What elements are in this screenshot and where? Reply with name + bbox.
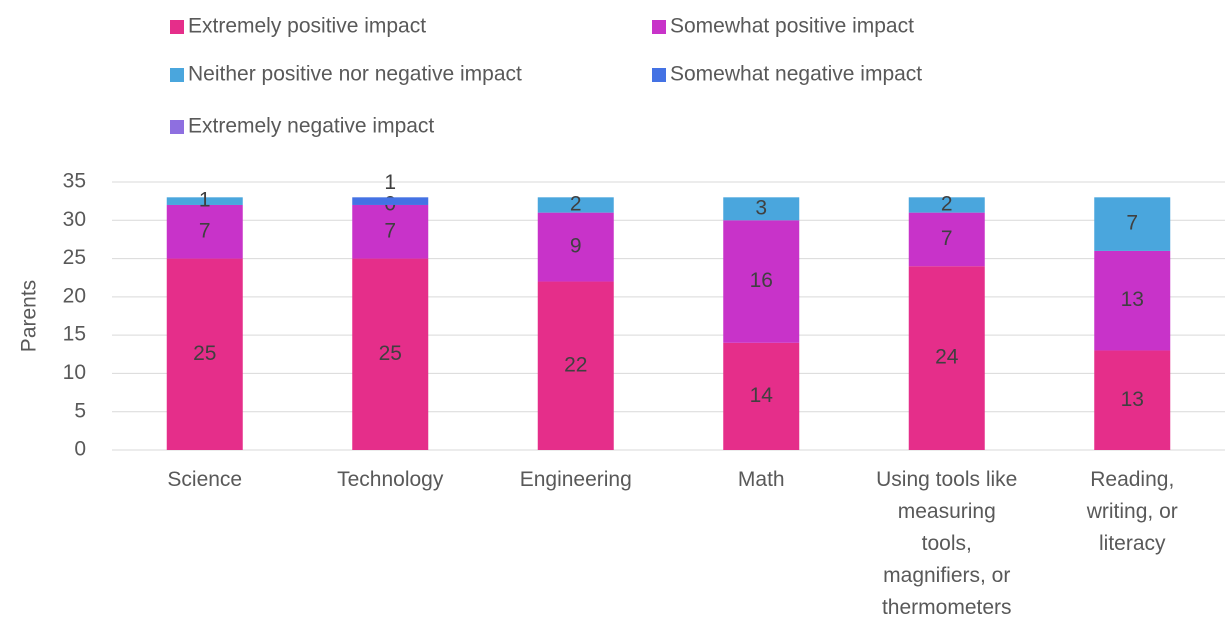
- y-tick-label: 5: [74, 399, 86, 422]
- bar-segment: [537, 197, 614, 213]
- x-tick-line: Math: [738, 468, 785, 491]
- data-label: 3: [755, 196, 767, 219]
- data-label: 7: [384, 219, 396, 242]
- bar-segment: [352, 258, 429, 450]
- y-tick-label: 0: [74, 438, 86, 461]
- data-label: 25: [193, 342, 216, 365]
- bar-segment: [352, 197, 429, 205]
- x-tick-line: Engineering: [520, 468, 632, 491]
- legend-label: Somewhat negative impact: [670, 63, 922, 86]
- data-label: 9: [570, 235, 582, 258]
- bar-segment: [908, 212, 985, 267]
- bar-segment: [1094, 350, 1171, 450]
- data-label: 2: [941, 193, 953, 216]
- bar-segment: [723, 197, 800, 221]
- bar-segment: [352, 204, 429, 259]
- data-label: 7: [199, 219, 211, 242]
- legend-swatch: [652, 68, 666, 82]
- x-tick-label: Reading, writing, or literacy: [1086, 468, 1178, 555]
- x-tick-line: magnifiers, or: [883, 564, 1010, 587]
- x-tick-line: Technology: [337, 468, 444, 491]
- data-label: 1: [384, 171, 396, 194]
- bar-segment: [723, 342, 800, 450]
- legend-swatch: [652, 20, 666, 34]
- x-tick-label: Science: [167, 468, 242, 491]
- data-label: 13: [1121, 288, 1144, 311]
- data-label: 22: [564, 353, 587, 376]
- y-tick-label: 10: [63, 361, 86, 384]
- x-tick-line: tools,: [922, 532, 972, 555]
- x-tick-line: literacy: [1099, 532, 1166, 555]
- y-tick-label: 20: [63, 284, 86, 307]
- legend-label: Extremely negative impact: [188, 115, 434, 138]
- y-tick-label: 25: [63, 246, 86, 269]
- y-tick-label: 35: [63, 170, 86, 193]
- bar-segment: [1094, 250, 1171, 351]
- x-tick-label: Technology: [337, 468, 444, 491]
- bar-segment: [1094, 197, 1171, 251]
- x-tick-line: Science: [167, 468, 242, 491]
- x-tick-line: Reading,: [1090, 468, 1174, 491]
- y-tick-label: 15: [63, 323, 86, 346]
- legend-swatch: [170, 68, 184, 82]
- data-label: 25: [379, 342, 402, 365]
- x-tick-label: Math: [738, 468, 785, 491]
- bar-segment: [908, 197, 985, 213]
- legend-label: Neither positive nor negative impact: [188, 63, 522, 86]
- data-label: 14: [750, 384, 774, 407]
- x-tick-line: measuring: [898, 500, 996, 523]
- bar-segment: [166, 204, 243, 259]
- y-axis-label: Parents: [18, 280, 41, 352]
- x-tick-label: Using tools like measuring tools, magnifier…: [876, 468, 1017, 619]
- bar-segment: [166, 197, 243, 205]
- data-label: 2: [570, 193, 582, 216]
- x-tick-label: Engineering: [520, 468, 632, 491]
- data-label: 1: [199, 189, 211, 212]
- legend-swatch: [170, 120, 184, 134]
- data-label: 16: [750, 269, 773, 292]
- bar-segment: [908, 266, 985, 450]
- legend-swatch: [170, 20, 184, 34]
- x-tick-line: writing, or: [1086, 500, 1178, 523]
- bar-segment: [537, 281, 614, 450]
- data-label: 24: [935, 346, 959, 369]
- legend-label: Extremely positive impact: [188, 15, 426, 38]
- x-tick-line: Using tools like: [876, 468, 1017, 491]
- bar-segment: [166, 258, 243, 450]
- bar-segment: [537, 212, 614, 282]
- legend-label: Somewhat positive impact: [670, 15, 914, 38]
- x-tick-line: thermometers: [882, 596, 1012, 619]
- y-tick-label: 30: [63, 208, 86, 231]
- data-label: 7: [1126, 212, 1138, 235]
- bar-segment: [723, 220, 800, 343]
- data-label: 7: [941, 227, 953, 250]
- data-label: 13: [1121, 388, 1144, 411]
